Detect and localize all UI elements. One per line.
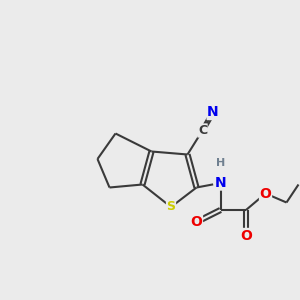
Text: O: O (190, 215, 202, 229)
Text: N: N (215, 176, 226, 190)
Text: O: O (240, 229, 252, 242)
Text: C: C (198, 124, 207, 137)
Text: N: N (207, 106, 219, 119)
Text: H: H (216, 158, 225, 169)
Text: S: S (167, 200, 176, 214)
Text: O: O (260, 187, 272, 200)
